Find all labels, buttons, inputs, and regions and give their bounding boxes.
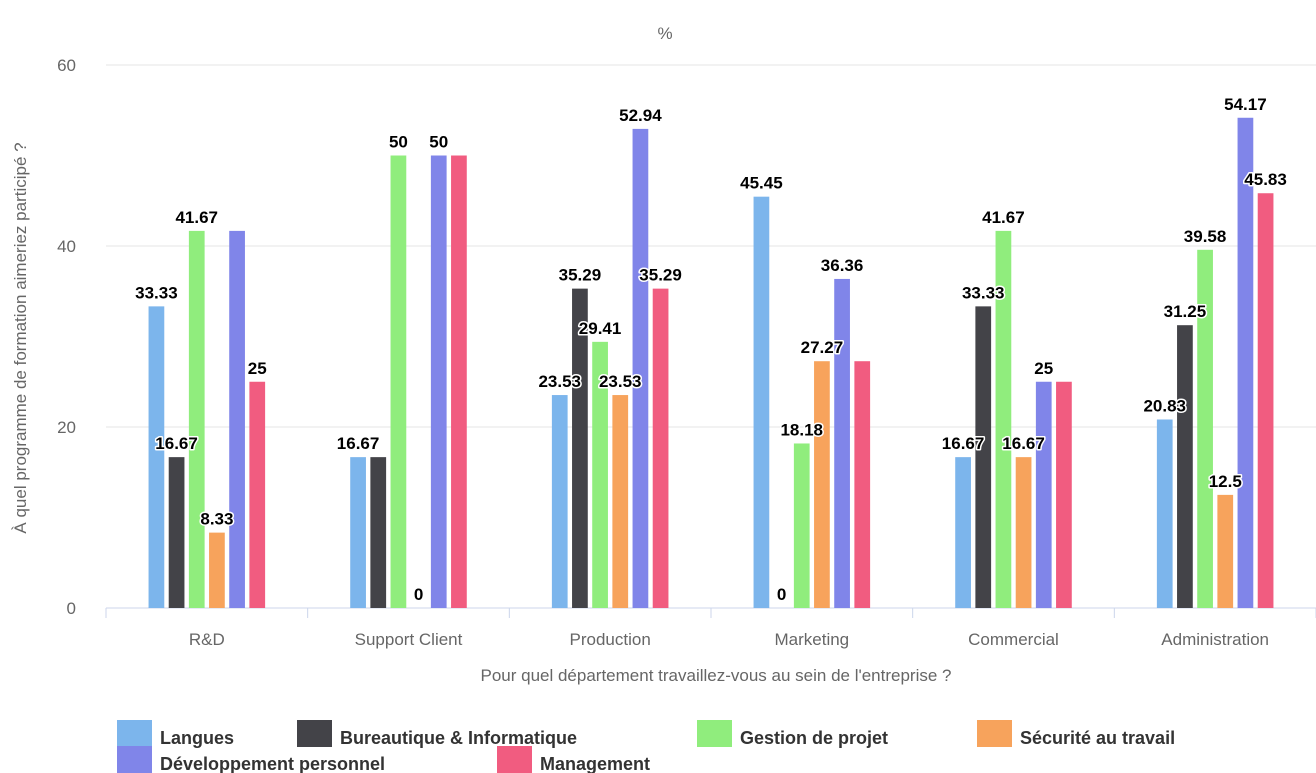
data-label: 12.5 xyxy=(1209,472,1242,491)
data-labels: 33.33 16.67 23.53 45.45 16.67 20.83 16.67 35.29… xyxy=(134,93,1289,605)
legend-label: Management xyxy=(540,754,650,773)
bar xyxy=(612,395,629,608)
data-label: 39.58 xyxy=(1184,227,1227,246)
bar xyxy=(995,230,1012,608)
legend-swatch xyxy=(977,720,1012,747)
bar xyxy=(1257,193,1274,608)
y-tick-label: 0 xyxy=(67,599,76,618)
x-tick-label: R&D xyxy=(189,630,225,649)
data-label: 35.29 xyxy=(559,266,602,285)
legend-swatch xyxy=(117,720,152,747)
bar xyxy=(451,155,467,608)
data-label: 45.45 xyxy=(740,174,783,193)
y-axis-title: À quel programme de formation aimeriez p… xyxy=(11,142,30,533)
y-tick-label: 40 xyxy=(57,237,76,256)
bar xyxy=(955,457,971,608)
bar xyxy=(229,230,245,608)
bars xyxy=(148,117,1274,609)
bar xyxy=(390,155,407,608)
legend-swatch xyxy=(497,746,532,773)
bar xyxy=(350,457,366,608)
data-label: 52.94 xyxy=(619,106,662,125)
bar xyxy=(209,532,225,608)
x-axis-title: Pour quel département travaillez-vous au… xyxy=(480,666,951,685)
bar xyxy=(1015,457,1032,608)
data-label: 23.53 xyxy=(599,372,642,391)
data-label: 41.67 xyxy=(175,208,218,227)
bar xyxy=(834,278,850,608)
x-tick-label: Production xyxy=(570,630,651,649)
chart-title: % xyxy=(657,24,672,43)
data-label: 18.18 xyxy=(780,420,823,439)
data-label: 33.33 xyxy=(135,283,178,302)
y-tick-label: 60 xyxy=(57,56,76,75)
bar xyxy=(1035,381,1052,608)
data-label: 16.67 xyxy=(337,434,380,453)
data-label: 16.67 xyxy=(1002,434,1045,453)
data-label: 20.83 xyxy=(1143,396,1186,415)
legend-label: Langues xyxy=(160,728,234,748)
legend-label: Sécurité au travail xyxy=(1020,728,1175,748)
bar xyxy=(592,341,608,608)
bar xyxy=(551,395,568,608)
data-label: 33.33 xyxy=(962,283,1005,302)
legend-swatch xyxy=(117,746,152,773)
bar xyxy=(1056,381,1072,608)
data-label: 41.67 xyxy=(982,208,1025,227)
bar xyxy=(249,381,266,608)
data-label: 50 xyxy=(389,133,408,152)
data-label: 31.25 xyxy=(1164,302,1207,321)
legend-swatch xyxy=(697,720,732,747)
data-label: 0 xyxy=(414,585,423,604)
y-axis-ticks: 0 20 40 60 xyxy=(57,56,76,618)
legend-swatch xyxy=(297,720,332,747)
data-label: 23.53 xyxy=(538,372,581,391)
data-label: 45.83 xyxy=(1244,170,1287,189)
bar xyxy=(652,288,669,608)
data-label: 16.67 xyxy=(942,434,985,453)
bar xyxy=(572,288,588,608)
data-label: 25 xyxy=(1034,359,1053,378)
data-label: 54.17 xyxy=(1224,95,1267,114)
data-label: 16.67 xyxy=(155,434,198,453)
x-axis: R&D Support Client Production Marketing Comm… xyxy=(105,608,1316,649)
bar xyxy=(148,306,165,608)
legend: Langues Bureautique & Informatique Gestion… xyxy=(117,720,1175,773)
bar xyxy=(188,230,205,608)
legend-label: Gestion de projet xyxy=(740,728,888,748)
bar xyxy=(430,155,447,608)
data-label: 8.33 xyxy=(200,510,233,529)
data-label: 36.36 xyxy=(821,256,864,275)
data-label: 29.41 xyxy=(579,319,622,338)
x-tick-label: Administration xyxy=(1161,630,1269,649)
data-label: 35.29 xyxy=(639,266,682,285)
legend-label: Bureautique & Informatique xyxy=(340,728,577,748)
x-tick-label: Marketing xyxy=(775,630,850,649)
x-tick-label: Support Client xyxy=(355,630,463,649)
data-label: 27.27 xyxy=(801,338,844,357)
legend-label: Développement personnel xyxy=(160,754,385,773)
gridlines xyxy=(106,64,1316,609)
bar xyxy=(753,196,770,609)
y-tick-label: 20 xyxy=(57,418,76,437)
bar xyxy=(1177,325,1193,608)
bar xyxy=(370,457,387,608)
bar xyxy=(793,443,810,608)
data-label: 25 xyxy=(248,359,267,378)
bar xyxy=(168,457,185,608)
bar xyxy=(1156,419,1173,608)
bar xyxy=(854,361,871,608)
data-label: 0 xyxy=(777,585,786,604)
bar xyxy=(1237,117,1254,608)
bar xyxy=(632,128,649,608)
bar xyxy=(814,361,830,608)
bar xyxy=(1197,249,1213,608)
data-label: 50 xyxy=(429,133,448,152)
bar xyxy=(975,306,992,608)
x-tick-label: Commercial xyxy=(968,630,1059,649)
bar xyxy=(1217,494,1234,608)
